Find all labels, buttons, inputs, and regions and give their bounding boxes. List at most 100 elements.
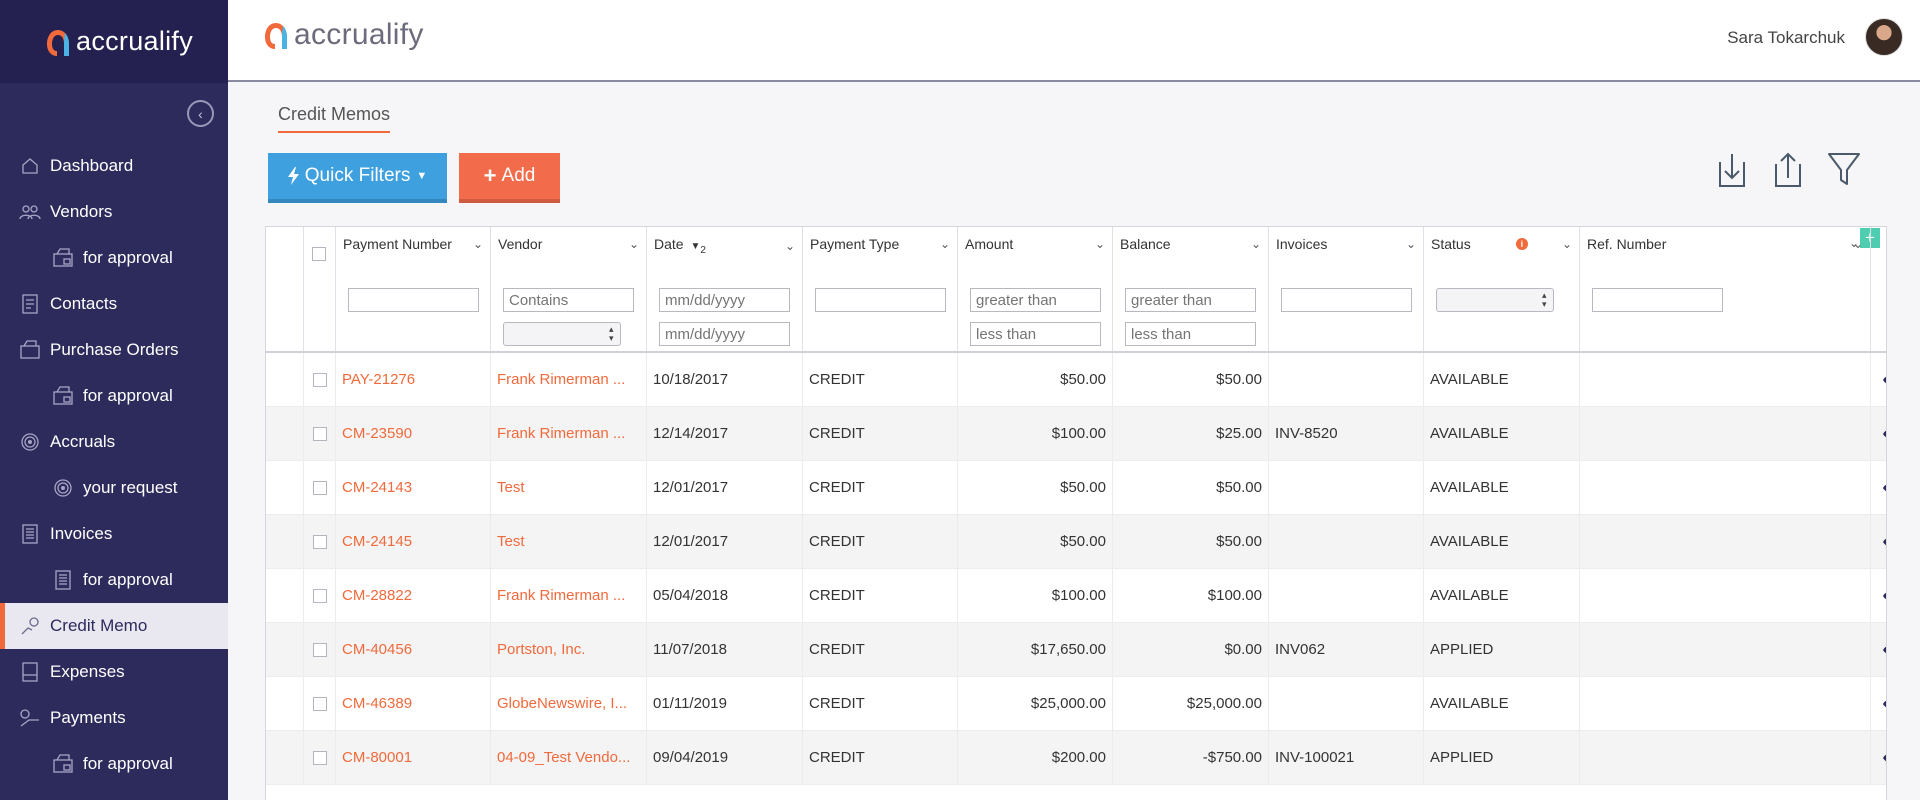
view-icon[interactable]	[1881, 585, 1886, 607]
table-row[interactable]: CM-46389 GlobeNewswire, I... 01/11/2019 CRE…	[266, 677, 1886, 731]
download-icon[interactable]	[1714, 150, 1750, 190]
breadcrumb[interactable]: Credit Memos	[278, 104, 391, 133]
chevron-down-icon[interactable]: ⌄	[1849, 236, 1860, 250]
view-icon[interactable]	[1881, 477, 1886, 499]
table-row[interactable]: CM-24143 Test 12/01/2017 CREDIT $50.00 $50.00…	[266, 461, 1886, 515]
sidebar-logo[interactable]: accrualify	[0, 0, 228, 83]
chevron-down-icon[interactable]: ⌄	[939, 237, 950, 251]
column-header-vendor[interactable]: Vendor ⌄	[498, 236, 639, 252]
number-filter-input[interactable]	[348, 288, 479, 312]
column-header-ref[interactable]: Ref. Number ⌄	[1587, 236, 1863, 252]
vendor-filter-select[interactable]	[503, 322, 621, 346]
chevron-down-icon[interactable]: ⌄	[1094, 237, 1105, 251]
table-row[interactable]: CM-40456 Portston, Inc. 11/07/2018 CREDIT $1…	[266, 623, 1886, 677]
row-checkbox[interactable]	[312, 534, 327, 549]
table-row[interactable]: CM-80001 04-09_Test Vendo... 09/04/2019 CRE…	[266, 731, 1886, 785]
date-to-input[interactable]	[659, 322, 790, 346]
cell-vendor[interactable]: Portston, Inc.	[490, 623, 646, 676]
cell-number[interactable]: CM-28822	[335, 569, 490, 622]
amount-max-input[interactable]	[970, 322, 1101, 346]
view-icon[interactable]	[1881, 531, 1886, 553]
sidebar-item-purchase-orders[interactable]: Purchase Orders	[0, 327, 228, 373]
collapse-sidebar-button[interactable]: ‹	[187, 100, 214, 127]
chevron-down-icon[interactable]: ⌄	[784, 238, 795, 253]
table-row[interactable]: PAY-21276 Frank Rimerman ... 10/18/2017 CRE…	[266, 353, 1886, 407]
table-row[interactable]: CM-24145 Test 12/01/2017 CREDIT $50.00 $50.00…	[266, 515, 1886, 569]
status-filter-select[interactable]	[1436, 288, 1554, 312]
sort-desc-icon[interactable]: ▼	[690, 241, 701, 252]
column-header-type[interactable]: Payment Type ⌄	[810, 236, 950, 252]
view-icon[interactable]	[1881, 693, 1886, 715]
column-header-balance[interactable]: Balance ⌄	[1120, 236, 1261, 252]
cell-vendor[interactable]: 04-09_Test Vendo...	[490, 731, 646, 784]
view-icon[interactable]	[1881, 747, 1886, 769]
column-header-invoices[interactable]: Invoices ⌄	[1276, 236, 1416, 252]
table-row[interactable]: CM-23590 Frank Rimerman ... 12/14/2017 CRED…	[266, 407, 1886, 461]
header-logo[interactable]: accrualify	[262, 18, 424, 52]
sidebar-item-payments[interactable]: Payments	[0, 695, 228, 741]
cell-number[interactable]: CM-23590	[335, 407, 490, 460]
sidebar-item-accruals[interactable]: Accruals	[0, 419, 228, 465]
sidebar-item-your-request[interactable]: your request	[0, 465, 228, 511]
cell-number[interactable]: CM-46389	[335, 677, 490, 730]
cell-number[interactable]: CM-80001	[335, 731, 490, 784]
balance-max-input[interactable]	[1125, 322, 1256, 346]
upload-icon[interactable]	[1770, 150, 1806, 190]
type-filter-input[interactable]	[815, 288, 946, 312]
view-icon[interactable]	[1881, 423, 1886, 445]
ref-filter-input[interactable]	[1592, 288, 1723, 312]
invoices-filter-input[interactable]	[1281, 288, 1412, 312]
cell-number[interactable]: CM-40456	[335, 623, 490, 676]
row-checkbox[interactable]	[312, 642, 327, 657]
column-header-date[interactable]: Date ▼2 ⌄	[654, 236, 795, 256]
cell-vendor[interactable]: Test	[490, 515, 646, 568]
row-checkbox[interactable]	[312, 372, 327, 387]
cell-vendor[interactable]: Frank Rimerman ...	[490, 569, 646, 622]
chevron-down-icon[interactable]: ⌄	[1561, 237, 1572, 251]
row-checkbox[interactable]	[312, 426, 327, 441]
cell-vendor[interactable]: Frank Rimerman ...	[490, 353, 646, 406]
sidebar-item-for-approval[interactable]: for approval	[0, 235, 228, 281]
cell-vendor[interactable]: Frank Rimerman ...	[490, 407, 646, 460]
sidebar-item-for-approval[interactable]: for approval	[0, 557, 228, 603]
chevron-down-icon[interactable]: ⌄	[1250, 237, 1261, 251]
view-icon[interactable]	[1881, 639, 1886, 661]
cell-vendor[interactable]: Test	[490, 461, 646, 514]
chevron-down-icon[interactable]: ⌄	[472, 237, 483, 251]
view-icon[interactable]	[1881, 369, 1886, 391]
row-checkbox[interactable]	[312, 696, 327, 711]
sidebar-item-contacts[interactable]: Contacts	[0, 281, 228, 327]
vendor-filter-input[interactable]	[503, 288, 634, 312]
date-from-input[interactable]	[659, 288, 790, 312]
sidebar-item-for-approval[interactable]: for approval	[0, 741, 228, 787]
sidebar-item-for-approval[interactable]: for approval	[0, 373, 228, 419]
chevron-down-icon[interactable]: ⌄	[628, 237, 639, 251]
cell-vendor[interactable]: GlobeNewswire, I...	[490, 677, 646, 730]
add-button[interactable]: + Add	[459, 153, 560, 203]
table-row[interactable]: CM-28822 Frank Rimerman ... 05/04/2018 CRED…	[266, 569, 1886, 623]
row-checkbox[interactable]	[312, 750, 327, 765]
column-header-status[interactable]: Status i ⌄	[1431, 236, 1572, 252]
sidebar-item-vendors[interactable]: Vendors	[0, 189, 228, 235]
info-icon[interactable]: i	[1515, 238, 1528, 250]
sidebar-item-dashboard[interactable]: Dashboard	[0, 143, 228, 189]
column-header-number[interactable]: Payment Number ⌄	[343, 236, 483, 252]
row-checkbox[interactable]	[312, 588, 327, 603]
user-name[interactable]: Sara Tokarchuk	[1727, 28, 1845, 47]
balance-min-input[interactable]	[1125, 288, 1256, 312]
cell-number[interactable]: CM-24145	[335, 515, 490, 568]
sidebar-item-expenses[interactable]: Expenses	[0, 649, 228, 695]
sidebar-item-credit-memo[interactable]: Credit Memo	[0, 603, 228, 649]
amount-min-input[interactable]	[970, 288, 1101, 312]
quick-filters-button[interactable]: Quick Filters ▼	[268, 153, 447, 203]
cell-number[interactable]: CM-24143	[335, 461, 490, 514]
column-header-amount[interactable]: Amount ⌄	[965, 236, 1105, 252]
row-checkbox[interactable]	[312, 480, 327, 495]
sidebar-item-invoices[interactable]: Invoices	[0, 511, 228, 557]
filter-icon[interactable]	[1826, 150, 1862, 190]
cell-number[interactable]: PAY-21276	[335, 353, 490, 406]
avatar[interactable]	[1865, 18, 1903, 56]
select-all-checkbox[interactable]	[312, 247, 326, 261]
chevron-down-icon[interactable]: ⌄	[1852, 237, 1863, 251]
chevron-down-icon[interactable]: ⌄	[1405, 237, 1416, 251]
